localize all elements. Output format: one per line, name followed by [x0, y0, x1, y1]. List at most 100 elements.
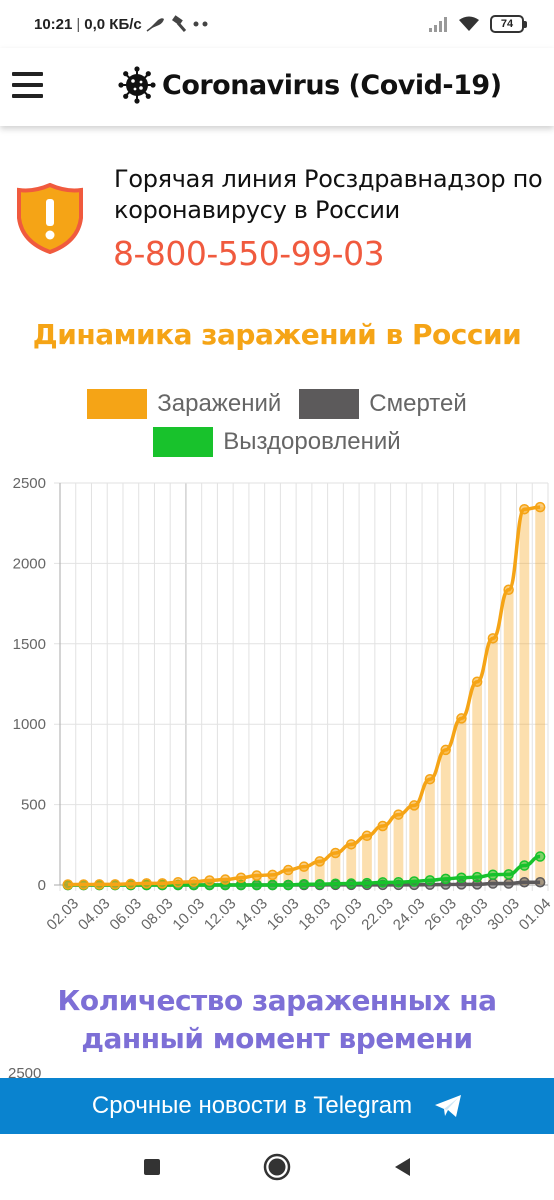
recents-square-icon[interactable] — [132, 1147, 172, 1187]
point-infected — [314, 856, 325, 867]
x-tick-label: 24.03 — [390, 895, 429, 934]
app-title-wrap: Coronavirus (Covid-19) — [118, 66, 502, 104]
bar-infected — [362, 835, 372, 885]
point-infected — [456, 713, 467, 724]
legend-item-recovered[interactable]: Выздоровлений — [153, 427, 401, 457]
x-tick-label: 22.03 — [358, 895, 397, 934]
x-tick-label: 20.03 — [327, 895, 366, 934]
point-deaths — [534, 877, 546, 888]
point-recovered — [361, 877, 373, 889]
bar-infected — [488, 638, 498, 885]
hammer-icon — [171, 15, 186, 32]
bar-infected — [346, 844, 357, 885]
point-infected — [94, 879, 105, 890]
point-recovered — [267, 879, 278, 891]
point-recovered — [471, 871, 483, 883]
chart-legend: Заражений Смертей Выздоровлений — [0, 385, 554, 461]
legend-item-deaths[interactable]: Смертей — [299, 389, 467, 419]
point-infected — [283, 864, 294, 876]
legend-label-recovered: Выздоровлений — [223, 428, 401, 455]
feather-icon — [146, 18, 164, 32]
point-recovered — [456, 872, 467, 884]
point-infected — [330, 847, 341, 859]
second-chart-y-tick: 2500 — [8, 1065, 42, 1082]
bar-infected — [409, 805, 420, 885]
point-deaths — [487, 878, 499, 889]
infection-chart-svg: 0 500 1000 1500 2000 2500 02.0304.0306.0308.03… — [13, 475, 554, 934]
point-infected — [220, 874, 231, 885]
current-infected-title: Количество зараженных на данный момент в… — [57, 984, 497, 1055]
telegram-news-button[interactable]: Срочные новости в Telegram — [0, 1078, 554, 1134]
bar-infected — [472, 681, 483, 885]
point-infected — [188, 876, 200, 888]
wifi-icon — [459, 16, 479, 31]
telegram-send-icon — [435, 1095, 462, 1117]
point-infected — [503, 584, 514, 596]
hamburger-menu-icon[interactable] — [12, 68, 46, 102]
point-infected — [267, 869, 278, 881]
x-tick-label: 10.03 — [169, 895, 208, 934]
x-tick-label: 06.03 — [106, 895, 145, 934]
point-recovered — [408, 876, 420, 887]
back-triangle-icon[interactable] — [382, 1147, 422, 1187]
app-title: Coronavirus (Covid-19) — [162, 69, 502, 101]
point-infected — [408, 800, 420, 811]
x-tick-label: 04.03 — [75, 895, 114, 934]
bar-infected — [330, 853, 341, 885]
point-infected — [534, 501, 546, 513]
point-infected — [424, 773, 436, 785]
point-infected — [519, 503, 530, 515]
point-infected — [440, 744, 451, 756]
status-network-speed: 0,0 КБ/с — [84, 15, 142, 33]
point-infected — [62, 879, 74, 890]
bar-infected — [393, 814, 404, 885]
bar-infected — [440, 749, 451, 885]
system-nav-bar — [0, 1134, 554, 1200]
point-infected — [204, 875, 215, 886]
x-tick-label: 28.03 — [453, 895, 492, 934]
point-infected — [361, 830, 373, 842]
point-infected — [471, 676, 483, 687]
bar-infected — [456, 718, 467, 885]
x-tick-label: 08.03 — [138, 895, 177, 934]
telegram-label: Срочные новости в Telegram — [91, 1092, 413, 1119]
point-deaths — [503, 878, 514, 889]
x-tick-label: 14.03 — [232, 895, 271, 934]
point-recovered — [534, 851, 546, 862]
battery-level: 74 — [500, 18, 514, 30]
bar-infected — [503, 589, 514, 885]
legend-row-2: Выздоровлений — [0, 423, 554, 461]
point-infected — [235, 872, 247, 884]
point-recovered — [393, 877, 404, 888]
legend-swatch-deaths — [299, 389, 360, 419]
point-recovered — [503, 869, 514, 880]
status-time: 10:21 — [34, 15, 73, 33]
battery-icon: 74 — [490, 15, 527, 33]
point-infected — [345, 839, 357, 850]
point-recovered — [330, 878, 341, 889]
y-tick-label: 500 — [21, 797, 46, 814]
infection-chart: 0 500 1000 1500 2000 2500 02.03 04.03 06.03 08.03… — [0, 470, 554, 950]
point-infected — [157, 878, 168, 889]
x-tick-label: 18.03 — [295, 895, 334, 934]
point-recovered — [298, 878, 310, 890]
point-infected — [125, 878, 137, 890]
home-circle-icon[interactable] — [257, 1147, 297, 1187]
more-dots-icon — [193, 21, 208, 27]
point-recovered — [345, 878, 357, 889]
legend-item-infected[interactable]: Заражений — [87, 389, 281, 419]
virus-icon — [118, 66, 156, 104]
point-infected — [78, 879, 89, 890]
status-separator: | — [76, 15, 81, 33]
point-infected — [172, 877, 184, 888]
status-right: 74 — [428, 15, 527, 33]
bar-infected — [519, 509, 530, 885]
hotline-phone-link[interactable]: 8-800-550-99-03 — [113, 234, 385, 273]
point-recovered — [519, 860, 530, 871]
x-tick-label: 12.03 — [201, 895, 240, 934]
point-recovered — [487, 869, 499, 880]
app-bar: Coronavirus (Covid-19) — [0, 48, 554, 126]
bar-infected — [425, 779, 435, 885]
status-bar: 10:21 | 0,0 КБ/с 74 — [0, 0, 554, 48]
hotline-block: Горячая линия Росздравнадзор по коронави… — [0, 160, 554, 280]
